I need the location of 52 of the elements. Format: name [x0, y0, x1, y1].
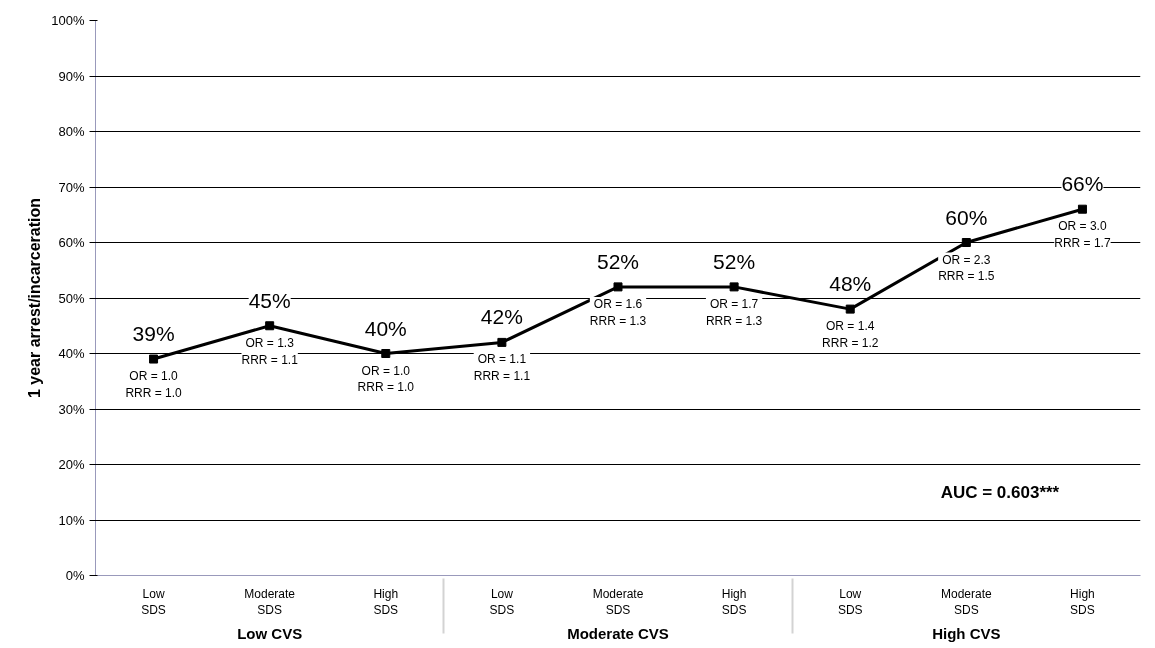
point: [1077, 204, 1087, 214]
data-label: 45%: [248, 288, 291, 312]
x-tick-label: High SDS: [373, 586, 399, 618]
point: [729, 282, 739, 292]
annotation: OR = 1.3 RRR = 1.1: [241, 335, 299, 367]
y-tick-label: 70%: [58, 179, 85, 195]
data-label: 42%: [480, 305, 523, 329]
data-label: 40%: [364, 316, 407, 340]
x-tick-label: Low SDS: [141, 586, 166, 618]
y-tick-label: 60%: [58, 235, 85, 250]
text: Moderate CVS: [567, 625, 669, 643]
x-tick-label: Moderate SDS: [592, 586, 644, 618]
x-tick-label: High SDS: [1070, 586, 1095, 618]
point: [613, 282, 623, 292]
annotation: OR = 1.0 RRR = 1.0: [125, 369, 183, 400]
data-label: 39%: [132, 322, 175, 346]
data-label: 48%: [829, 272, 872, 296]
annotation: OR = 1.0 RRR = 1.0: [357, 363, 415, 395]
point: [381, 349, 391, 358]
x-tick-label: Low SDS: [489, 586, 515, 618]
y-tick-label: 50%: [58, 290, 85, 306]
point: [497, 337, 507, 347]
annotation: OR = 1.4 RRR = 1.2: [822, 319, 879, 350]
y-tick-label: 10%: [58, 512, 85, 528]
annotation: OR = 1.7 RRR = 1.3: [705, 296, 763, 328]
data-label: 60%: [945, 205, 988, 229]
data-label: 52%: [596, 249, 640, 273]
y-tick-label: 30%: [58, 401, 85, 417]
y-tick-label: 40%: [58, 346, 85, 361]
data-label: 66%: [1061, 172, 1104, 196]
annotation: OR = 2.3 RRR = 1.5: [938, 252, 995, 284]
point: [149, 354, 159, 364]
x-tick-label: Low SDS: [837, 586, 863, 618]
y-tick-label: 0%: [65, 568, 85, 583]
y-axis-title: 1 year arrest/incarceration: [26, 197, 44, 399]
annotation: OR = 1.6 RRR = 1.3: [589, 296, 647, 328]
x-tick-label: Moderate SDS: [940, 586, 993, 618]
y-tick-label: 90%: [58, 68, 85, 84]
point: [961, 238, 971, 247]
x-tick-label: Moderate SDS: [244, 586, 296, 618]
y-tick-label: 80%: [58, 124, 85, 139]
text: Low CVS: [237, 625, 303, 643]
data-label: 52%: [713, 249, 756, 273]
x-tick-label: High SDS: [721, 586, 747, 618]
text: High CVS: [932, 625, 1001, 643]
annotation: AUC = 0.603***: [940, 482, 1060, 502]
annotation: OR = 3.0 RRR = 1.7: [1054, 219, 1111, 250]
annotation: OR = 1.1 RRR = 1.1: [473, 352, 531, 384]
y-tick-label: 20%: [58, 457, 85, 472]
y-tick-label: 100%: [51, 13, 85, 28]
point: [265, 321, 275, 331]
point: [845, 304, 855, 314]
